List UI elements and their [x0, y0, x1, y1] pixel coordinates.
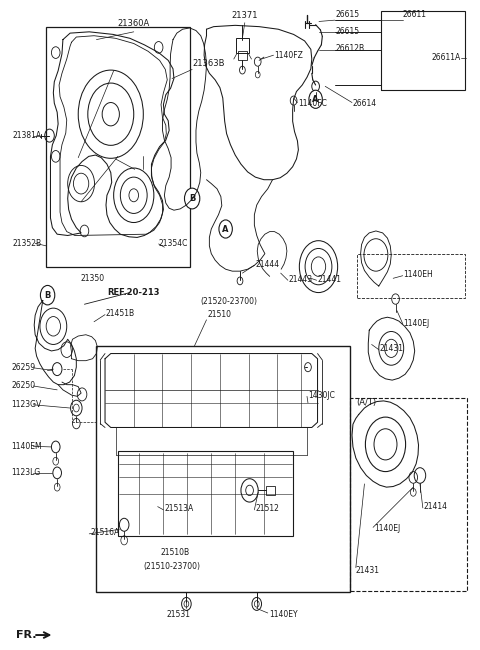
- Circle shape: [40, 285, 55, 305]
- Text: REF.20-213: REF.20-213: [107, 288, 159, 297]
- Bar: [381, 11, 465, 90]
- Text: 26615: 26615: [336, 27, 360, 36]
- Text: 26612B: 26612B: [336, 44, 365, 53]
- Text: 26611A: 26611A: [432, 53, 461, 62]
- Text: 21363B: 21363B: [192, 59, 225, 68]
- Text: 21510: 21510: [207, 310, 231, 319]
- Bar: [96, 346, 350, 592]
- Bar: [357, 254, 465, 298]
- Text: 1140FZ: 1140FZ: [275, 51, 303, 60]
- Text: 26615: 26615: [336, 10, 360, 19]
- Text: 21451B: 21451B: [105, 309, 134, 318]
- Text: 21360A: 21360A: [118, 19, 150, 28]
- Text: 21513A: 21513A: [164, 504, 193, 513]
- Circle shape: [309, 90, 323, 109]
- Text: 1140EJ: 1140EJ: [374, 524, 400, 533]
- Bar: [266, 486, 275, 495]
- Text: (21520-23700): (21520-23700): [201, 297, 258, 306]
- Text: 1140FC: 1140FC: [299, 99, 327, 108]
- Text: 21441: 21441: [318, 275, 342, 284]
- Text: B: B: [189, 194, 195, 203]
- Text: 1140EJ: 1140EJ: [404, 319, 430, 328]
- Text: FR.: FR.: [16, 630, 36, 640]
- Text: 21350: 21350: [81, 274, 105, 283]
- Bar: [350, 398, 468, 591]
- Text: 1140EH: 1140EH: [404, 270, 433, 279]
- Text: 1123GV: 1123GV: [11, 400, 41, 410]
- Text: 21414: 21414: [424, 502, 448, 511]
- Text: 21354C: 21354C: [158, 239, 188, 248]
- Text: 21516A: 21516A: [91, 528, 120, 537]
- Text: 21444: 21444: [255, 259, 279, 268]
- Text: B: B: [45, 291, 51, 300]
- Text: 1123LG: 1123LG: [11, 469, 40, 477]
- Text: A: A: [312, 95, 319, 104]
- Text: 21512: 21512: [255, 504, 279, 513]
- Text: 21531: 21531: [167, 610, 191, 619]
- Bar: [46, 27, 190, 266]
- Text: (21510-23700): (21510-23700): [144, 562, 200, 571]
- Text: 21371: 21371: [231, 11, 258, 20]
- Bar: [236, 38, 249, 53]
- Text: 26614: 26614: [353, 99, 377, 108]
- Text: 21443: 21443: [289, 275, 313, 284]
- Text: A: A: [222, 224, 229, 233]
- Text: 21431: 21431: [380, 344, 404, 353]
- Text: 21431: 21431: [356, 566, 380, 575]
- Circle shape: [184, 188, 200, 209]
- Text: 21381A: 21381A: [12, 131, 42, 140]
- Circle shape: [219, 220, 232, 238]
- Text: 26259: 26259: [11, 363, 36, 372]
- Text: 1140EM: 1140EM: [11, 443, 42, 452]
- Text: 26611: 26611: [403, 10, 427, 19]
- Text: 21352B: 21352B: [12, 239, 42, 248]
- Text: 26250: 26250: [11, 382, 36, 391]
- Text: 1140EY: 1140EY: [269, 610, 297, 619]
- Text: 1430JC: 1430JC: [308, 391, 335, 400]
- Text: 21510B: 21510B: [160, 547, 189, 556]
- Bar: [118, 452, 293, 536]
- Text: (A/T): (A/T): [356, 398, 376, 408]
- Bar: [238, 51, 247, 60]
